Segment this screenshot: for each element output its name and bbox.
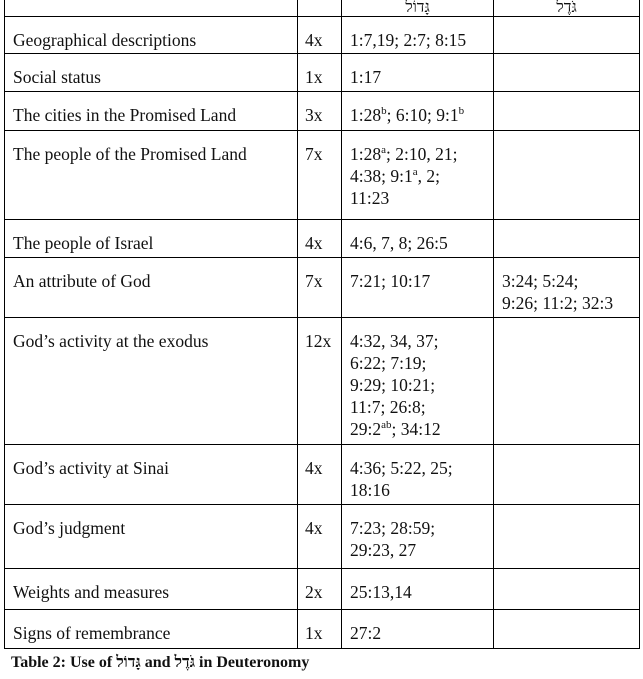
usage-label: God’s activity at Sinai — [4, 444, 298, 505]
usage-count: 4x — [297, 444, 342, 505]
usage-table: גָּדוֹל גֹּדֶל Geographical descriptions… — [4, 0, 640, 649]
table-row: The cities in the Promised Land 3x 1:28b; … — [4, 91, 640, 131]
usage-count: 4x — [297, 16, 342, 54]
godel-references — [493, 444, 640, 505]
table-caption: Table 2: Use of גָּדוֹל and גֹּדֶל in De… — [11, 654, 310, 671]
usage-count: 7x — [297, 130, 342, 220]
gadol-references: 1:28b; 6:10; 9:1b — [341, 91, 494, 131]
godel-references — [493, 219, 640, 258]
table-row: God’s activity at the exodus 12x 4:32, 34,… — [4, 317, 640, 445]
gadol-references: 1:17 — [341, 53, 494, 92]
table-row: God’s judgment 4x 7:23; 28:59; 29:23, 27 — [4, 504, 640, 569]
godel-references — [493, 568, 640, 610]
table-row: Signs of remembrance 1x 27:2 — [4, 609, 640, 649]
godel-references — [493, 317, 640, 445]
godel-references — [493, 609, 640, 649]
usage-count: 7x — [297, 257, 342, 318]
godel-references — [493, 504, 640, 569]
usage-count: 2x — [297, 568, 342, 610]
gadol-references: 1:7,19; 2:7; 8:15 — [341, 16, 494, 54]
header-gadol: גָּדוֹל — [341, 0, 494, 17]
gadol-references: 4:6, 7, 8; 26:5 — [341, 219, 494, 258]
usage-count: 1x — [297, 53, 342, 92]
gadol-references: 7:23; 28:59; 29:23, 27 — [341, 504, 494, 569]
godel-references — [493, 53, 640, 92]
usage-label: Signs of remembrance — [4, 609, 298, 649]
table-row: Weights and measures 2x 25:13,14 — [4, 568, 640, 610]
usage-label: Weights and measures — [4, 568, 298, 610]
usage-count: 4x — [297, 504, 342, 569]
usage-label: An attribute of God — [4, 257, 298, 318]
usage-count: 1x — [297, 609, 342, 649]
godel-references — [493, 130, 640, 220]
usage-label: The people of the Promised Land — [4, 130, 298, 220]
gadol-references: 27:2 — [341, 609, 494, 649]
usage-label: God’s activity at the exodus — [4, 317, 298, 445]
table-row: An attribute of God 7x 7:21; 10:17 3:24; 5:… — [4, 257, 640, 318]
usage-label: Social status — [4, 53, 298, 92]
usage-count: 12x — [297, 317, 342, 445]
godel-references — [493, 16, 640, 54]
table-row: The people of the Promised Land 7x 1:28a; … — [4, 130, 640, 220]
godel-references — [493, 91, 640, 131]
usage-label: Geographical descriptions — [4, 16, 298, 54]
table-row: The people of Israel 4x 4:6, 7, 8; 26:5 — [4, 219, 640, 258]
usage-count: 4x — [297, 219, 342, 258]
header-row: גָּדוֹל גֹּדֶל — [4, 0, 640, 17]
usage-count: 3x — [297, 91, 342, 131]
usage-label: The people of Israel — [4, 219, 298, 258]
gadol-references: 25:13,14 — [341, 568, 494, 610]
gadol-references: 4:32, 34, 37; 6:22; 7:19; 9:29; 10:21; 11:7… — [341, 317, 494, 445]
header-godel: גֹּדֶל — [493, 0, 640, 17]
gadol-references: 1:28a; 2:10, 21; 4:38; 9:1a, 2; 11:23 — [341, 130, 494, 220]
godel-references: 3:24; 5:24; 9:26; 11:2; 32:3 — [493, 257, 640, 318]
usage-label: The cities in the Promised Land — [4, 91, 298, 131]
table-row: God’s activity at Sinai 4x 4:36; 5:22, 25;… — [4, 444, 640, 505]
table-row: Geographical descriptions 4x 1:7,19; 2:7; … — [4, 16, 640, 54]
table-row: Social status 1x 1:17 — [4, 53, 640, 92]
usage-label: God’s judgment — [4, 504, 298, 569]
gadol-references: 4:36; 5:22, 25; 18:16 — [341, 444, 494, 505]
gadol-references: 7:21; 10:17 — [341, 257, 494, 318]
